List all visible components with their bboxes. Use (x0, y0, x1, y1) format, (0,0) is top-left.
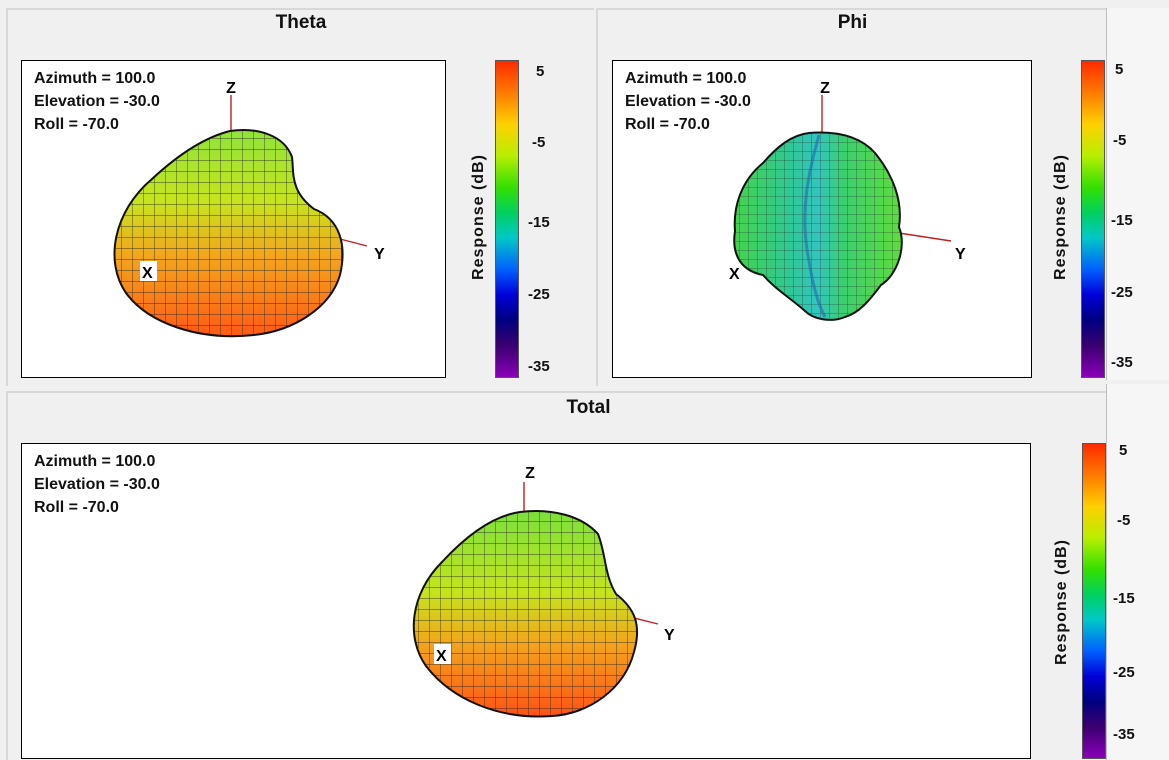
z-axis-label: Z (820, 80, 830, 97)
elevation-text: Elevation = -30.0 (34, 93, 160, 110)
colorbar-label: Response (dB) (1053, 539, 1070, 665)
colorbar-tick-strip: 5 -5 -15 -25 -35 (1106, 8, 1169, 380)
colorbar-tick: 5 (1119, 442, 1128, 459)
theta-panel: Theta Azimuth = 100.0 Elevation = -30.0 … (6, 8, 594, 386)
y-axis-label: Y (955, 246, 966, 263)
azimuth-text: Azimuth = 100.0 (34, 70, 156, 87)
roll-text: Roll = -70.0 (34, 499, 119, 516)
panel-title: Phi (837, 12, 868, 33)
roll-text: Roll = -70.0 (34, 116, 119, 133)
z-axis-label: Z (525, 465, 535, 482)
colorbar-tick: 5 (1115, 61, 1124, 78)
x-axis-label: X (729, 266, 740, 283)
colorbar (1082, 443, 1106, 759)
colorbar-tick: -25 (1111, 284, 1133, 301)
phi-panel: Phi Azimuth = 100.0 Elevation = -30.0 Ro… (596, 8, 1169, 386)
plot-area[interactable]: Azimuth = 100.0 Elevation = -30.0 Roll =… (21, 443, 1031, 759)
roll-text: Roll = -70.0 (625, 116, 710, 133)
elevation-text: Elevation = -30.0 (625, 93, 751, 110)
colorbar-tick-strip: 5 -5 -15 -25 -35 (1106, 384, 1169, 760)
colorbar-tick: -35 (1113, 726, 1135, 743)
pattern-svg: Z Y X (113, 80, 385, 338)
panel-title: Theta (275, 12, 327, 33)
colorbar-tick: -25 (528, 286, 550, 303)
y-axis-label: Y (664, 627, 675, 644)
pattern-svg: Z Y X (729, 80, 966, 321)
pattern-svg: Z Y X (412, 465, 675, 718)
z-axis-label: Z (226, 80, 236, 97)
x-axis-label: X (142, 265, 153, 282)
view-info: Azimuth = 100.0 Elevation = -30.0 Roll =… (34, 450, 160, 519)
colorbar-tick: -35 (1111, 354, 1133, 371)
colorbar-tick: -15 (528, 214, 550, 231)
x-axis-label: X (436, 648, 447, 665)
colorbar-tick: -5 (1113, 132, 1127, 149)
azimuth-text: Azimuth = 100.0 (34, 453, 156, 470)
y-axis (898, 232, 952, 242)
azimuth-text: Azimuth = 100.0 (625, 70, 747, 87)
colorbar-tick: 5 (536, 63, 545, 80)
view-info: Azimuth = 100.0 Elevation = -30.0 Roll =… (34, 67, 160, 136)
colorbar-tick: -15 (1111, 212, 1133, 229)
colorbar-label: Response (dB) (470, 154, 487, 280)
view-info: Azimuth = 100.0 Elevation = -30.0 Roll =… (625, 67, 751, 136)
y-axis (339, 238, 368, 247)
y-axis-label: Y (374, 246, 385, 263)
colorbar-label: Response (dB) (1052, 154, 1069, 280)
colorbar-tick: -5 (1117, 512, 1131, 529)
colorbar-tick: -15 (1113, 590, 1135, 607)
y-axis (633, 617, 659, 625)
elevation-text: Elevation = -30.0 (34, 476, 160, 493)
colorbar (1081, 60, 1105, 378)
total-panel: Total Azimuth = 100.0 Elevation = -30.0 … (6, 391, 1169, 760)
plot-area[interactable]: Azimuth = 100.0 Elevation = -30.0 Roll =… (21, 60, 446, 378)
panel-title: Total (566, 397, 611, 418)
colorbar-tick: -25 (1113, 664, 1135, 681)
colorbar-tick: -35 (528, 358, 550, 375)
plot-area[interactable]: Azimuth = 100.0 Elevation = -30.0 Roll =… (612, 60, 1032, 378)
colorbar (495, 60, 519, 378)
colorbar-tick: -5 (532, 134, 546, 151)
